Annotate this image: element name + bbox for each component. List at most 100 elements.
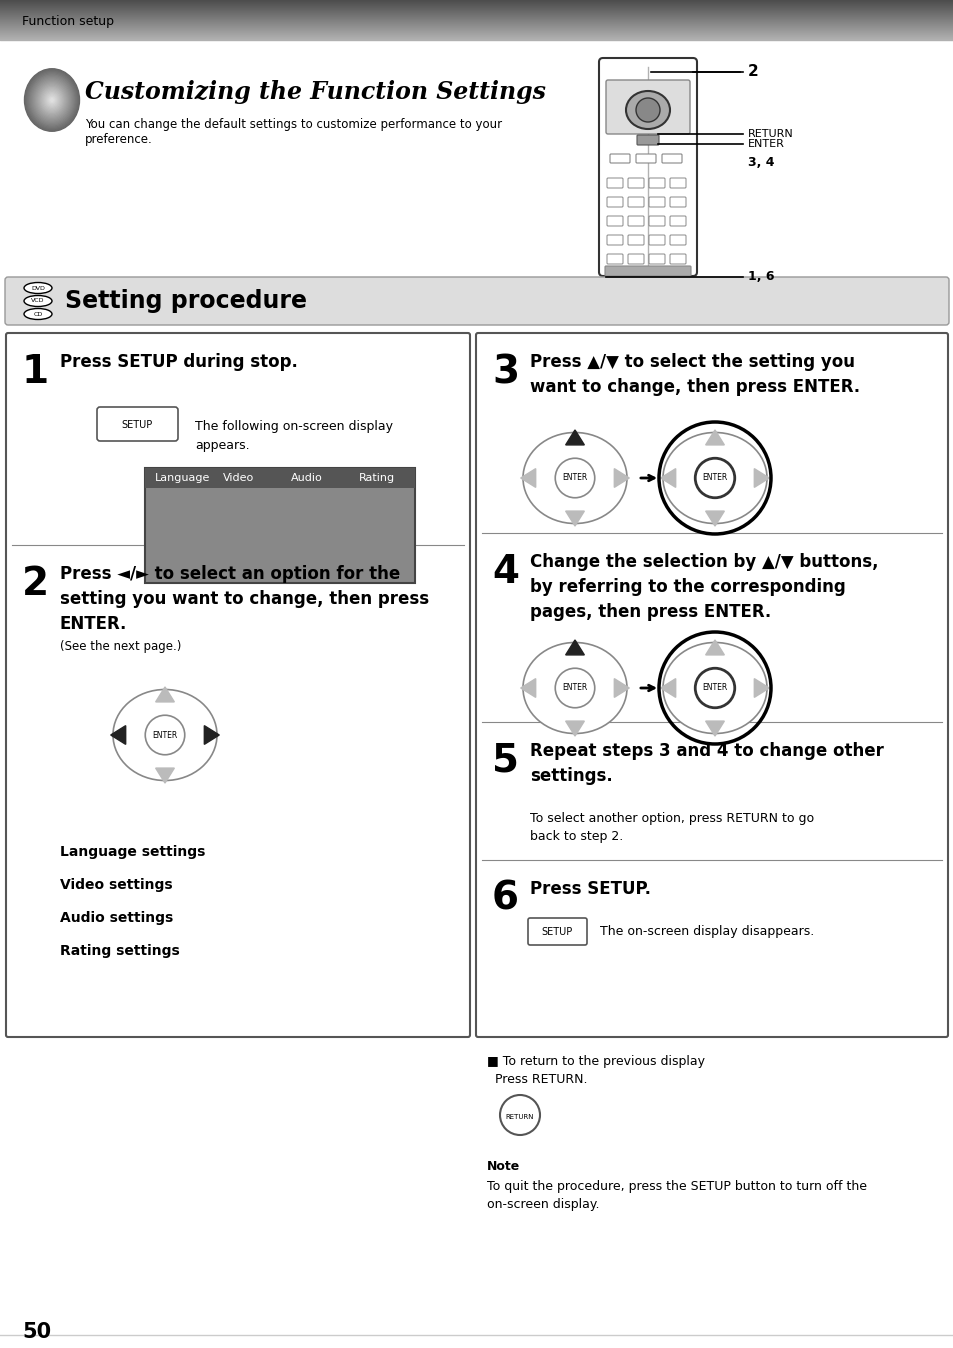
Polygon shape [754, 469, 768, 488]
Text: SETUP: SETUP [121, 421, 152, 430]
Text: Press ▲/▼ to select the setting you
want to change, then press ENTER.: Press ▲/▼ to select the setting you want… [530, 353, 860, 396]
Circle shape [499, 1095, 539, 1135]
Polygon shape [520, 469, 536, 488]
Text: 1: 1 [22, 353, 49, 391]
Text: Audio settings: Audio settings [60, 911, 173, 925]
Text: Video settings: Video settings [60, 878, 172, 892]
Text: Rating: Rating [358, 473, 395, 483]
Text: Customizing the Function Settings: Customizing the Function Settings [85, 80, 545, 104]
Ellipse shape [27, 71, 77, 129]
Ellipse shape [29, 74, 75, 127]
Ellipse shape [49, 96, 55, 104]
Ellipse shape [47, 94, 57, 106]
Ellipse shape [41, 88, 63, 112]
Polygon shape [204, 725, 219, 744]
Ellipse shape [112, 689, 216, 780]
Ellipse shape [34, 80, 70, 120]
Ellipse shape [32, 77, 71, 123]
Text: 3, 4: 3, 4 [747, 155, 774, 168]
FancyBboxPatch shape [609, 154, 629, 163]
FancyBboxPatch shape [648, 178, 664, 187]
FancyBboxPatch shape [145, 468, 415, 582]
Polygon shape [660, 678, 675, 697]
Ellipse shape [44, 92, 60, 109]
Ellipse shape [33, 78, 71, 121]
FancyBboxPatch shape [5, 276, 948, 325]
Text: ENTER: ENTER [701, 473, 727, 483]
Text: The following on-screen display
appears.: The following on-screen display appears. [194, 421, 393, 452]
Ellipse shape [522, 433, 626, 523]
Ellipse shape [26, 70, 78, 129]
Text: Note: Note [486, 1161, 519, 1173]
Circle shape [145, 716, 185, 755]
FancyBboxPatch shape [476, 333, 947, 1037]
FancyBboxPatch shape [661, 154, 681, 163]
Ellipse shape [51, 98, 53, 101]
Polygon shape [705, 430, 723, 445]
Text: 2: 2 [747, 65, 758, 80]
FancyBboxPatch shape [627, 178, 643, 187]
FancyBboxPatch shape [669, 253, 685, 264]
FancyBboxPatch shape [97, 407, 178, 441]
FancyBboxPatch shape [6, 333, 470, 1037]
Polygon shape [614, 678, 629, 697]
Ellipse shape [625, 92, 669, 129]
Ellipse shape [46, 93, 58, 108]
FancyBboxPatch shape [605, 80, 689, 133]
Ellipse shape [30, 75, 74, 125]
FancyBboxPatch shape [606, 197, 622, 208]
Circle shape [555, 669, 594, 708]
FancyBboxPatch shape [606, 253, 622, 264]
Ellipse shape [36, 82, 68, 117]
Text: 5: 5 [492, 741, 518, 780]
Polygon shape [754, 678, 768, 697]
Text: 2: 2 [22, 565, 49, 603]
Text: (See the next page.): (See the next page.) [60, 640, 181, 652]
Text: ■ To return to the previous display: ■ To return to the previous display [486, 1055, 704, 1068]
Polygon shape [565, 511, 584, 526]
FancyBboxPatch shape [627, 197, 643, 208]
Text: Press SETUP during stop.: Press SETUP during stop. [60, 353, 297, 371]
FancyBboxPatch shape [636, 154, 656, 163]
FancyBboxPatch shape [669, 216, 685, 226]
Ellipse shape [42, 89, 62, 112]
Text: RETURN: RETURN [505, 1113, 534, 1120]
Text: RETURN: RETURN [747, 129, 793, 139]
FancyBboxPatch shape [606, 235, 622, 245]
Text: SETUP: SETUP [540, 927, 572, 937]
Text: 3: 3 [492, 353, 518, 391]
Text: VCD: VCD [31, 298, 45, 303]
Text: ENTER: ENTER [747, 139, 784, 150]
Ellipse shape [43, 90, 61, 111]
FancyBboxPatch shape [606, 178, 622, 187]
Text: 4: 4 [492, 553, 518, 590]
Ellipse shape [522, 643, 626, 733]
FancyBboxPatch shape [648, 197, 664, 208]
Text: Language: Language [154, 473, 211, 483]
Polygon shape [111, 725, 126, 744]
Polygon shape [705, 511, 723, 526]
Polygon shape [660, 469, 675, 488]
FancyBboxPatch shape [145, 468, 415, 488]
Text: Press SETUP.: Press SETUP. [530, 880, 650, 898]
Circle shape [555, 458, 594, 497]
Text: Press ◄/► to select an option for the
setting you want to change, then press
ENT: Press ◄/► to select an option for the se… [60, 565, 429, 634]
FancyBboxPatch shape [627, 216, 643, 226]
FancyBboxPatch shape [627, 235, 643, 245]
Circle shape [695, 458, 734, 497]
Text: Repeat steps 3 and 4 to change other
settings.: Repeat steps 3 and 4 to change other set… [530, 741, 882, 785]
Ellipse shape [24, 283, 52, 294]
Text: ENTER: ENTER [152, 731, 177, 740]
Ellipse shape [39, 85, 65, 115]
Text: ENTER: ENTER [701, 683, 727, 693]
Circle shape [695, 669, 734, 708]
Text: You can change the default settings to customize performance to your
preference.: You can change the default settings to c… [85, 119, 501, 146]
Polygon shape [614, 469, 629, 488]
Text: 50: 50 [22, 1322, 51, 1343]
Text: 1, 6: 1, 6 [747, 271, 774, 283]
FancyBboxPatch shape [527, 918, 586, 945]
Text: 6: 6 [492, 880, 518, 918]
FancyBboxPatch shape [598, 58, 697, 276]
Ellipse shape [48, 94, 56, 105]
Text: ENTER: ENTER [561, 683, 587, 693]
